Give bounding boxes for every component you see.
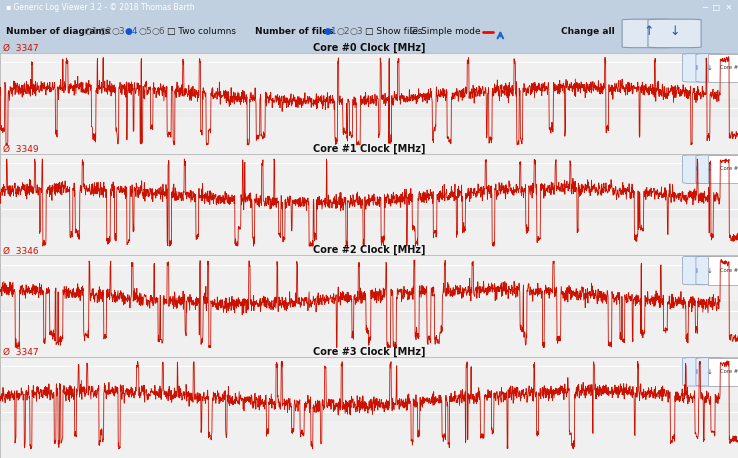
Text: ↓: ↓ [706,65,712,71]
FancyBboxPatch shape [708,358,738,386]
Text: ○1: ○1 [85,27,98,36]
Text: Ø  3347: Ø 3347 [3,44,38,53]
Bar [0,99,738,117]
Text: Core #2 Clock: Core #2 Clock [720,267,738,273]
FancyBboxPatch shape [696,256,723,285]
Text: ○3: ○3 [350,27,363,36]
Text: ○3: ○3 [111,27,125,36]
FancyBboxPatch shape [708,54,738,82]
Text: ☑ Simple mode: ☑ Simple mode [410,27,480,36]
Text: □ Show files: □ Show files [365,27,423,36]
FancyBboxPatch shape [683,256,709,285]
FancyBboxPatch shape [622,19,675,48]
Text: Core #2 Clock [MHz]: Core #2 Clock [MHz] [313,245,425,256]
Text: Number of files: Number of files [255,27,334,36]
FancyBboxPatch shape [683,155,709,183]
Text: ↓: ↓ [706,267,712,273]
Text: ○2: ○2 [337,27,350,36]
Text: ▪ Generic Log Viewer 3.2 - © 2018 Thomas Barth: ▪ Generic Log Viewer 3.2 - © 2018 Thomas… [6,3,195,11]
Text: i: i [695,166,697,172]
Text: ●4: ●4 [125,27,138,36]
FancyBboxPatch shape [683,54,709,82]
Text: Core #0 Clock [MHz]: Core #0 Clock [MHz] [313,43,425,53]
Text: Core #1 Clock [MHz]: Core #1 Clock [MHz] [313,144,425,154]
Text: ─  □  ✕: ─ □ ✕ [702,3,732,11]
Text: ●1: ●1 [323,27,337,36]
FancyBboxPatch shape [696,155,723,183]
Text: ○5: ○5 [138,27,151,36]
Text: ↓: ↓ [706,166,712,172]
Bar [0,200,738,218]
Text: ↓: ↓ [706,369,712,375]
Text: Ø  3349: Ø 3349 [3,145,38,154]
FancyBboxPatch shape [708,256,738,285]
FancyBboxPatch shape [696,358,723,386]
Text: □ Two columns: □ Two columns [167,27,235,36]
Text: Ø  3346: Ø 3346 [3,246,38,256]
Text: i: i [695,369,697,375]
Bar [0,301,738,320]
Text: Change all: Change all [561,27,615,36]
FancyBboxPatch shape [683,358,709,386]
Bar [0,403,738,421]
Text: ○2: ○2 [98,27,111,36]
Text: ↑: ↑ [644,25,654,38]
FancyBboxPatch shape [648,19,701,48]
Text: Core #3 Clock [MHz]: Core #3 Clock [MHz] [313,346,425,357]
Text: ○6: ○6 [151,27,165,36]
Text: Ø  3347: Ø 3347 [3,348,38,357]
Text: Core #3 Clock: Core #3 Clock [720,369,738,374]
Text: i: i [695,65,697,71]
Text: Core #0 Clock: Core #0 Clock [720,65,738,70]
Text: i: i [695,267,697,273]
FancyBboxPatch shape [696,54,723,82]
FancyBboxPatch shape [708,155,738,183]
Text: Core #1 Clock: Core #1 Clock [720,166,738,171]
Text: ↓: ↓ [669,25,680,38]
Text: Number of diagrams: Number of diagrams [6,27,110,36]
